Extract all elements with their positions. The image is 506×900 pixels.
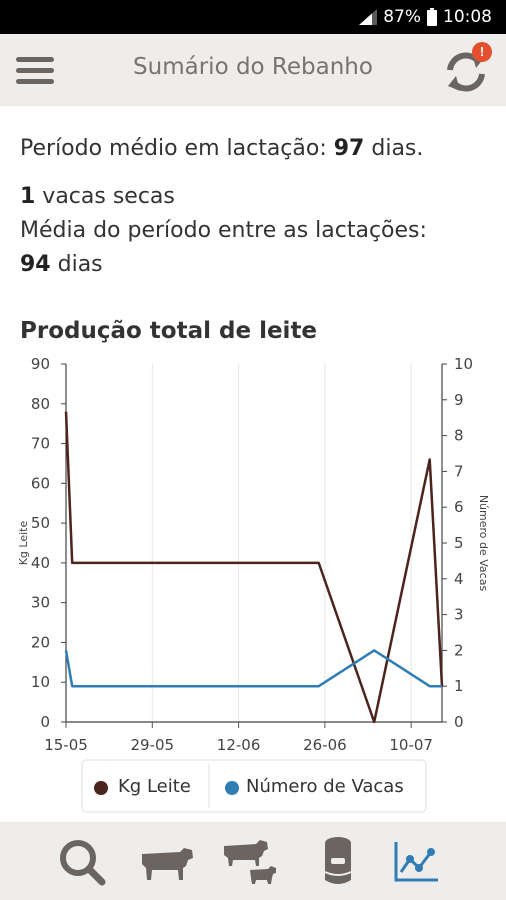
y-right-tick-label: 8	[454, 427, 464, 445]
lactation-days: 97	[333, 136, 365, 161]
app-bar: Sumário do Rebanho !	[0, 34, 506, 106]
nav-search-button[interactable]	[52, 832, 112, 892]
milk-production-chart: 15-05 29-05 12-06 26-06 10-07010203040506070…	[17, 355, 490, 813]
x-tick-label: 26-06	[303, 736, 347, 754]
interval-label: Média do período entre as lactações:	[20, 218, 427, 243]
menu-icon-bar	[16, 68, 54, 73]
y-left-tick-label: 10	[31, 673, 50, 691]
lactation-label: Período médio em lactação:	[20, 136, 334, 161]
y-left-tick-label: 80	[31, 395, 50, 413]
dry-cows-label: vacas secas	[35, 184, 175, 209]
x-tick-label: 10-07	[389, 736, 433, 754]
search-icon	[60, 840, 106, 886]
interval-days: 94	[20, 252, 51, 277]
bottom-nav	[0, 822, 506, 900]
lactation-unit: dias.	[364, 136, 424, 161]
milk-tank-icon	[324, 837, 352, 884]
legend-label: Kg Leite	[118, 776, 191, 797]
dry-cows-count: 1	[20, 184, 36, 209]
y-right-tick-label: 1	[454, 677, 464, 695]
y-left-tick-label: 70	[31, 435, 50, 453]
legend-label: Número de Vacas	[246, 776, 404, 797]
series-line-numero-de-vacas	[64, 649, 442, 688]
y-right-tick-label: 0	[454, 713, 464, 731]
y-left-tick-label: 50	[31, 514, 50, 532]
legend-swatch	[94, 781, 108, 795]
y-left-tick-label: 20	[31, 633, 50, 651]
status-time: 10:08	[443, 7, 492, 27]
section-title: Produção total de leite	[20, 318, 318, 344]
y-right-tick-label: 2	[454, 641, 464, 659]
y-right-tick-label: 5	[454, 534, 464, 552]
lactation-period-text: Período médio em lactação: 97 dias.	[20, 136, 423, 161]
y-right-tick-label: 4	[454, 570, 464, 588]
y-left-tick-label: 40	[31, 554, 50, 572]
cow-icon	[142, 848, 193, 880]
y-right-tick-label: 9	[454, 391, 464, 409]
cow-calf-icon	[224, 840, 276, 884]
y-left-tick-label: 60	[31, 474, 50, 492]
y-right-tick-label: 10	[454, 355, 473, 373]
notification-badge: !	[472, 42, 492, 62]
y-left-tick-label: 30	[31, 594, 50, 612]
nav-cows-button[interactable]	[136, 832, 196, 892]
nav-chart-button[interactable]	[386, 832, 446, 892]
x-tick-label: 12-06	[217, 736, 261, 754]
status-bar: 87% 10:08	[0, 0, 506, 34]
signal-icon	[359, 9, 378, 25]
y-right-tick-label: 6	[454, 498, 464, 516]
y-left-tick-label: 90	[31, 355, 50, 373]
nav-milk-tank-button[interactable]	[308, 832, 368, 892]
interval-unit: dias	[50, 252, 103, 277]
y-left-axis-title: Kg Leite	[17, 521, 30, 566]
chart-legend	[81, 759, 427, 813]
y-right-tick-label: 7	[454, 462, 464, 480]
dry-cows-text: 1 vacas secas	[20, 184, 175, 209]
chart-icon	[394, 842, 438, 882]
page-title: Sumário do Rebanho	[133, 54, 373, 80]
x-tick-label: 15-05	[44, 736, 88, 754]
battery-icon	[427, 8, 437, 26]
x-tick-label: 29-05	[130, 736, 174, 754]
battery-percent: 87%	[383, 7, 421, 27]
y-right-tick-label: 3	[454, 606, 464, 624]
y-right-axis-title: Número de Vacas	[477, 495, 490, 592]
interval-text: 94 dias	[20, 252, 103, 277]
menu-icon	[16, 57, 54, 62]
nav-cow-calf-button[interactable]	[220, 832, 280, 892]
legend-swatch	[225, 781, 239, 795]
series-line-kg-leite	[64, 411, 444, 724]
menu-button[interactable]	[12, 48, 58, 92]
y-left-tick-label: 0	[40, 713, 50, 731]
menu-icon-bar	[16, 79, 54, 84]
